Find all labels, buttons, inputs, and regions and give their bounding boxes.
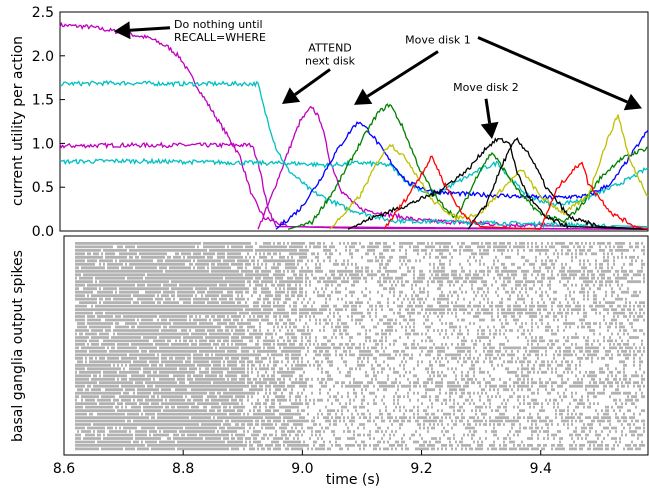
utility-series-line xyxy=(287,103,649,230)
annotation-label: ATTEND xyxy=(308,41,352,54)
annotation-arrow-shaft xyxy=(294,68,331,96)
utility-series-line xyxy=(467,137,648,230)
y-tick-label: 1.5 xyxy=(32,93,54,109)
y-tick-label: 0.0 xyxy=(32,224,54,240)
spike-marks xyxy=(75,242,645,451)
annotation-label: Move disk 2 xyxy=(453,81,519,94)
utility-series-lines xyxy=(59,21,649,230)
utility-series-line xyxy=(383,155,649,230)
annotation-label: Move disk 1 xyxy=(405,34,471,47)
annotation-label: RECALL=WHERE xyxy=(174,31,266,44)
x-tick-label: 9.0 xyxy=(291,461,313,477)
utility-series-line xyxy=(275,121,649,230)
spike-raster xyxy=(75,242,645,451)
annotation-arrow-shaft xyxy=(484,98,492,124)
utility-series-line xyxy=(329,114,649,230)
annotation-arrow-shaft xyxy=(477,36,628,104)
y-tick-label: 1.0 xyxy=(32,136,54,152)
y-tick-label: 2.5 xyxy=(32,5,54,21)
annotation-arrow-shaft xyxy=(366,50,439,98)
x-tick-label: 8.6 xyxy=(53,461,75,477)
x-tick-label: 9.2 xyxy=(410,461,432,477)
annotation-arrow-head xyxy=(480,121,499,140)
utility-series-line xyxy=(59,79,648,229)
x-tick-label: 9.4 xyxy=(530,461,552,477)
x-tick-label: 8.8 xyxy=(172,461,194,477)
annotation-label: Do nothing until xyxy=(174,18,263,31)
utility-series-line xyxy=(59,141,648,230)
utility-panel: 0.0 0.5 1.0 1.5 2.0 2.5 Do nothing untilRECAL… xyxy=(10,5,649,240)
utility-plot-frame xyxy=(59,11,649,232)
utility-y-ticks: 0.0 0.5 1.0 1.5 2.0 2.5 xyxy=(32,5,65,240)
utility-y-label: current utility per action xyxy=(10,36,26,206)
spike-panel: 8.6 8.8 9.0 9.2 9.4 basal ganglia output spi… xyxy=(10,235,649,488)
annotation-arrow-head xyxy=(282,87,301,104)
annotation-arrow-head xyxy=(623,93,642,111)
y-tick-label: 2.0 xyxy=(32,49,54,65)
utility-series-line xyxy=(347,137,648,230)
time-x-label: time (s) xyxy=(326,472,380,488)
spike-y-label: basal ganglia output spikes xyxy=(10,250,26,442)
spike-x-ticks: 8.6 8.8 9.0 9.2 9.4 xyxy=(53,450,552,477)
y-tick-label: 0.5 xyxy=(32,180,54,196)
annotation-arrow-head xyxy=(354,88,373,105)
annotation-arrow-shaft xyxy=(129,26,171,32)
annotation-arrow-head xyxy=(114,21,131,40)
annotation-label: next disk xyxy=(305,54,356,67)
